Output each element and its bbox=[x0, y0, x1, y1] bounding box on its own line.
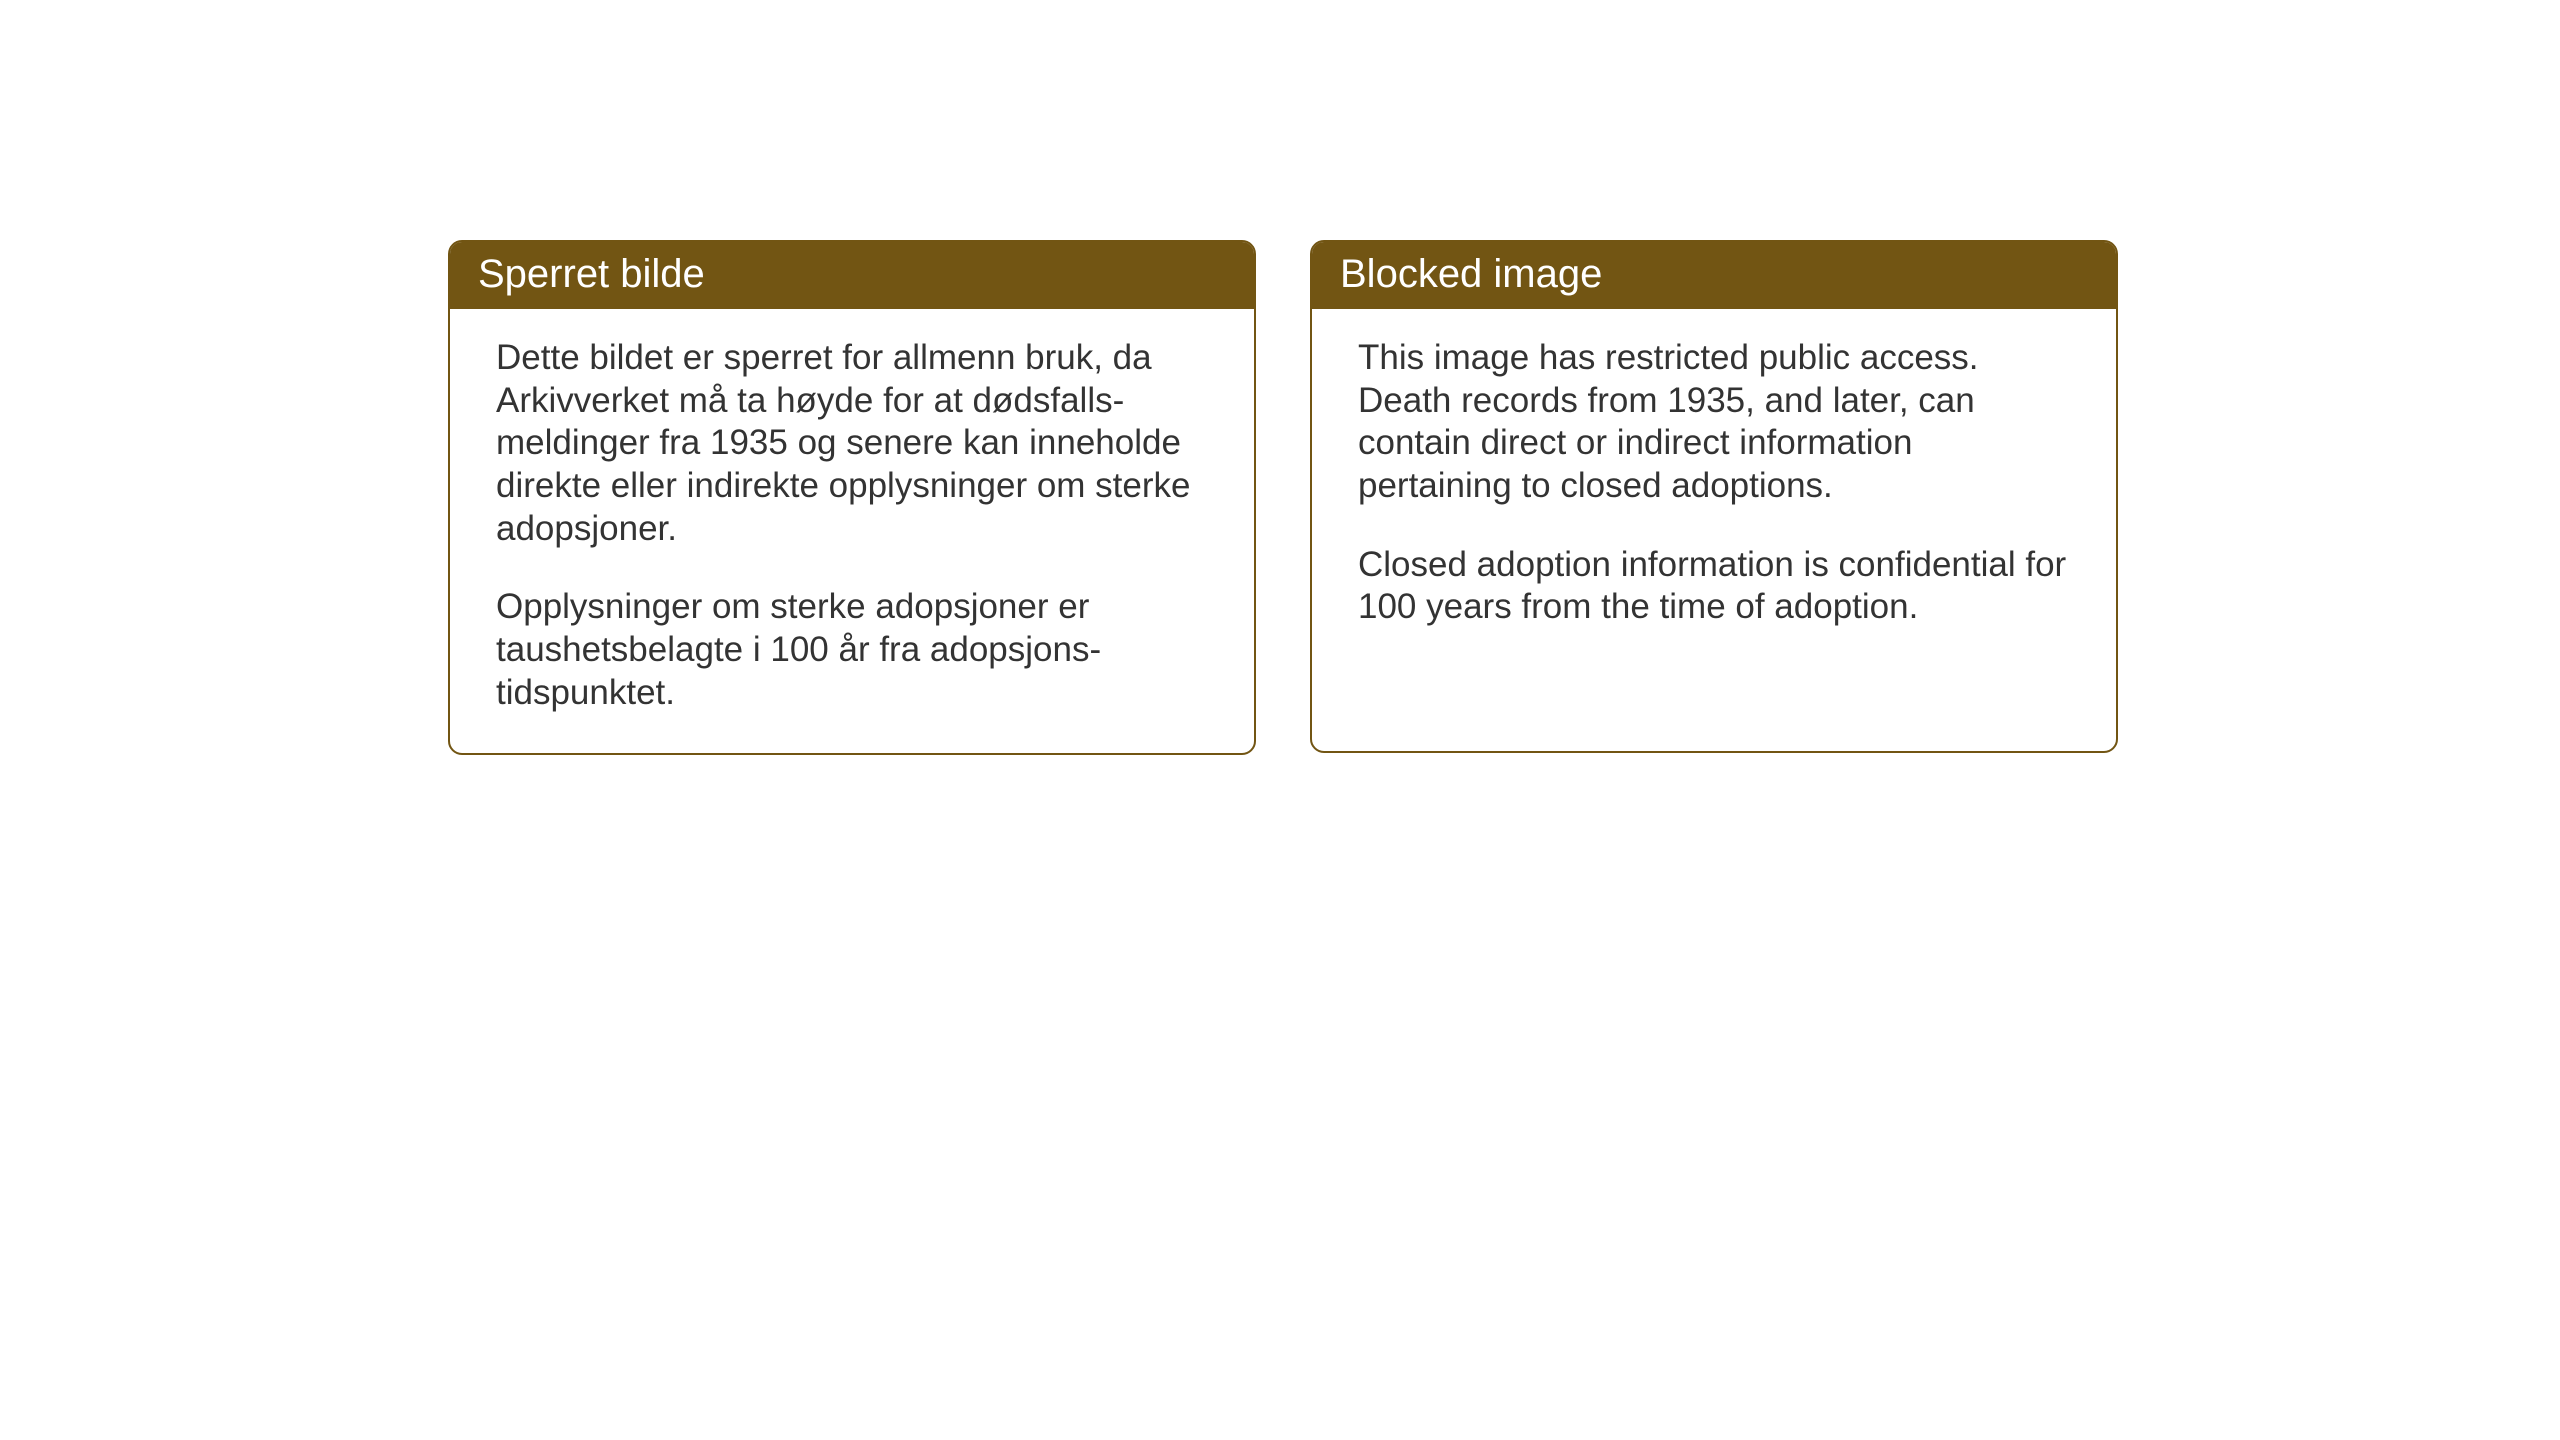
card-english-title: Blocked image bbox=[1340, 252, 1602, 296]
card-norwegian: Sperret bilde Dette bildet er sperret fo… bbox=[448, 240, 1256, 755]
card-english-para1: This image has restricted public access.… bbox=[1358, 337, 2070, 508]
card-norwegian-para1: Dette bildet er sperret for allmenn bruk… bbox=[496, 337, 1208, 550]
cards-container: Sperret bilde Dette bildet er sperret fo… bbox=[448, 240, 2118, 755]
card-english-body: This image has restricted public access.… bbox=[1312, 309, 2116, 667]
card-english: Blocked image This image has restricted … bbox=[1310, 240, 2118, 753]
card-norwegian-title: Sperret bilde bbox=[478, 252, 705, 296]
card-english-para2: Closed adoption information is confident… bbox=[1358, 544, 2070, 629]
card-norwegian-para2: Opplysninger om sterke adopsjoner er tau… bbox=[496, 586, 1208, 714]
card-norwegian-body: Dette bildet er sperret for allmenn bruk… bbox=[450, 309, 1254, 753]
card-norwegian-header: Sperret bilde bbox=[450, 242, 1254, 309]
card-english-header: Blocked image bbox=[1312, 242, 2116, 309]
